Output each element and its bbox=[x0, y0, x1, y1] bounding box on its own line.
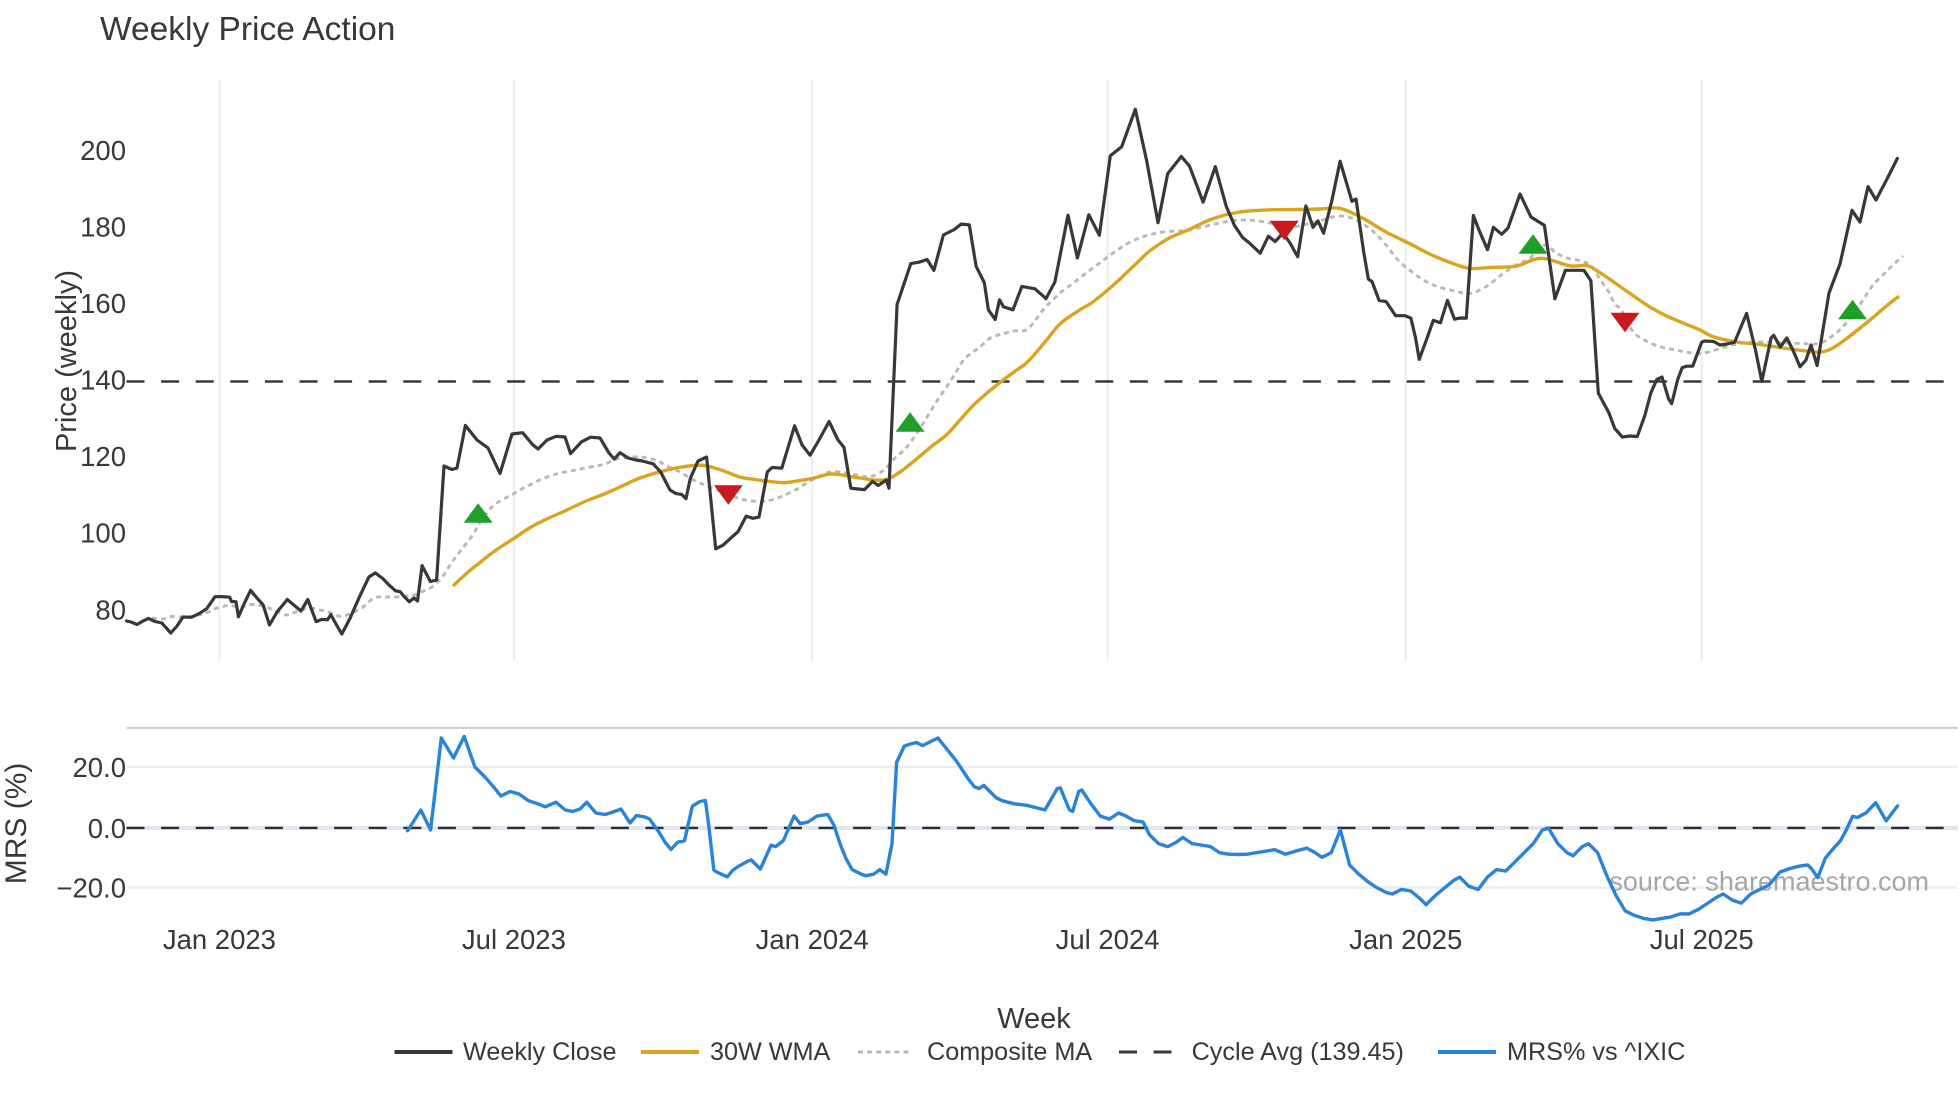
svg-text:Jul 2024: Jul 2024 bbox=[1056, 924, 1160, 955]
svg-text:Weekly Price Action: Weekly Price Action bbox=[100, 11, 395, 48]
svg-text:MRS (%): MRS (%) bbox=[0, 763, 33, 885]
svg-text:20.0: 20.0 bbox=[72, 752, 126, 783]
svg-text:Cycle Avg (139.45): Cycle Avg (139.45) bbox=[1192, 1038, 1404, 1066]
svg-text:Week: Week bbox=[997, 1003, 1071, 1035]
svg-text:Jan 2024: Jan 2024 bbox=[756, 924, 869, 955]
svg-text:140: 140 bbox=[80, 365, 126, 396]
svg-text:200: 200 bbox=[80, 135, 126, 166]
svg-text:180: 180 bbox=[80, 212, 126, 243]
svg-text:Composite MA: Composite MA bbox=[927, 1038, 1092, 1066]
svg-text:Jan 2025: Jan 2025 bbox=[1349, 924, 1462, 955]
svg-text:120: 120 bbox=[80, 441, 126, 472]
svg-text:MRS% vs ^IXIC: MRS% vs ^IXIC bbox=[1507, 1038, 1685, 1066]
svg-text:Jul 2023: Jul 2023 bbox=[462, 924, 566, 955]
svg-text:80: 80 bbox=[95, 594, 126, 625]
svg-text:0.0: 0.0 bbox=[88, 813, 126, 844]
svg-text:Jul 2025: Jul 2025 bbox=[1650, 924, 1754, 955]
svg-text:Weekly Close: Weekly Close bbox=[463, 1038, 617, 1066]
svg-text:−20.0: −20.0 bbox=[56, 873, 126, 904]
svg-text:160: 160 bbox=[80, 288, 126, 319]
svg-text:100: 100 bbox=[80, 518, 126, 549]
svg-text:30W WMA: 30W WMA bbox=[710, 1038, 831, 1066]
svg-text:Jan 2023: Jan 2023 bbox=[163, 924, 276, 955]
svg-text:Price (weekly): Price (weekly) bbox=[51, 270, 83, 452]
svg-text:source: sharemaestro.com: source: sharemaestro.com bbox=[1609, 867, 1929, 897]
